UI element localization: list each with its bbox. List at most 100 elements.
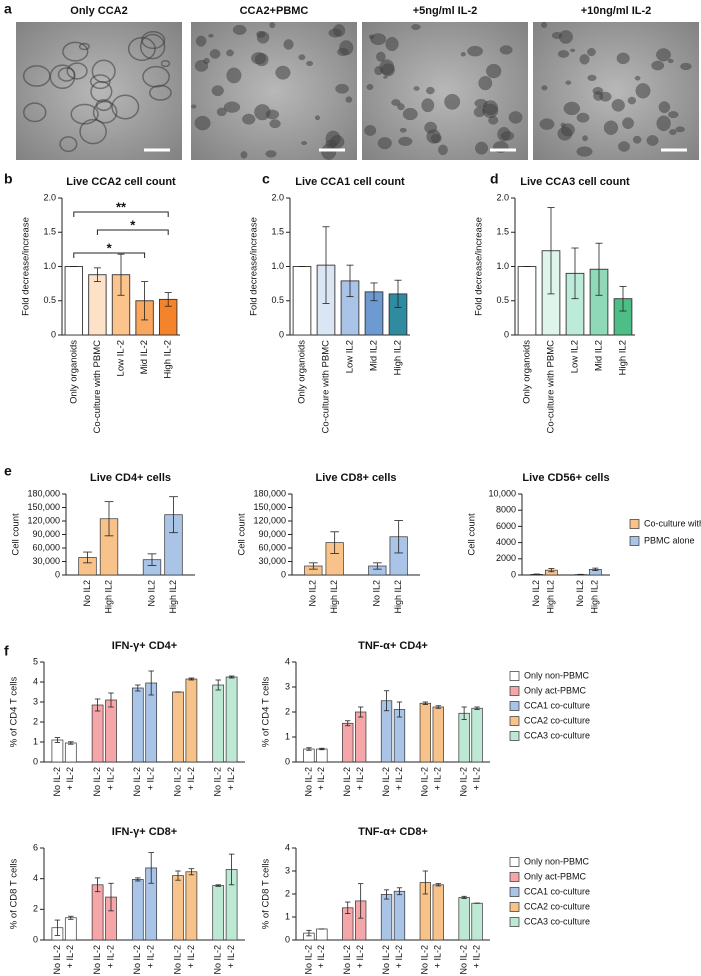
y-tick-label: 60,000: [32, 542, 60, 552]
y-tick-label: 6: [33, 842, 38, 852]
chart-title: Live CCA1 cell count: [295, 176, 405, 188]
cell-blob: [411, 24, 421, 30]
cell-blob: [557, 50, 570, 58]
error-bar: [461, 706, 467, 720]
cell-blob: [226, 49, 234, 57]
cell-blob: [301, 141, 308, 146]
x-tick-label: + IL-2: [146, 945, 156, 968]
x-tick-label: High IL2: [393, 580, 403, 614]
error-bar: [83, 551, 92, 564]
chart-title: Live CCA2 cell count: [66, 176, 176, 188]
y-tick-label: 0: [281, 569, 286, 579]
cell-blob: [232, 24, 247, 35]
y-tick-label: 1.0: [496, 261, 509, 271]
error-bar: [461, 895, 467, 899]
cell-blob: [383, 75, 388, 79]
y-tick-label: 4: [33, 676, 38, 686]
cell-blob: [368, 34, 375, 40]
error-bar: [322, 226, 330, 304]
x-tick-label: Mid IL-2: [139, 340, 150, 374]
cell-blob: [500, 131, 515, 141]
cell-blob: [370, 33, 387, 46]
error-bar: [372, 562, 382, 570]
error-bar: [306, 929, 312, 937]
y-tick-label: 0.5: [43, 295, 56, 305]
x-tick-label: No IL-2: [459, 767, 469, 797]
cell-blob: [576, 112, 590, 123]
x-tick-label: No IL-2: [52, 767, 62, 797]
x-tick-label: + IL-2: [226, 767, 236, 790]
cell-blob: [616, 52, 630, 65]
cell-blob: [622, 117, 634, 130]
cell-blob: [444, 93, 461, 110]
x-tick-label: No IL2: [372, 580, 382, 607]
cell-blob: [402, 107, 418, 121]
x-tick-label: High IL2: [329, 580, 339, 614]
legend-label: CCA2 co-culture: [524, 715, 590, 725]
y-tick-label: 4: [33, 873, 38, 883]
bar: [185, 678, 198, 763]
cell-blob: [298, 54, 306, 61]
cell-blob: [539, 118, 555, 130]
error-bar: [396, 701, 403, 718]
cell-blob: [314, 115, 321, 121]
error-bar: [571, 247, 579, 300]
micrograph: [533, 22, 699, 160]
cell-blob: [399, 127, 407, 133]
cell-blob: [62, 41, 89, 62]
cell-blob: [499, 45, 513, 55]
bar: [355, 711, 367, 763]
cell-blob: [587, 74, 597, 81]
error-bar: [68, 741, 74, 745]
cell-blob: [656, 115, 671, 132]
legend-swatch: [509, 887, 520, 897]
x-tick-label: + IL-2: [394, 767, 404, 790]
error-bar: [164, 292, 172, 307]
y-tick-label: 2: [33, 716, 38, 726]
bar: [212, 885, 225, 941]
x-tick-label: + IL-2: [433, 767, 443, 790]
bar: [471, 902, 483, 941]
bar: [131, 879, 144, 941]
x-tick-label: Mid IL2: [594, 340, 605, 371]
error-bar: [148, 670, 154, 696]
panel-label: c: [262, 171, 270, 187]
bar: [64, 742, 77, 763]
chart-title: Live CD4+ cells: [90, 472, 171, 484]
cell-blob: [551, 32, 563, 39]
cell-blob: [563, 101, 581, 116]
y-tick-label: 150,000: [253, 502, 286, 512]
y-tick-label: 30,000: [258, 556, 286, 566]
image-title: Only CCA2: [70, 5, 127, 17]
y-tick-label: 3: [33, 696, 38, 706]
error-bar: [108, 882, 114, 912]
x-tick-label: Low IL2: [570, 340, 581, 373]
x-tick-label: + IL-2: [355, 767, 365, 790]
error-bar: [228, 675, 235, 679]
cell-blob: [240, 151, 248, 159]
bar: [292, 266, 312, 336]
x-tick-label: No IL-2: [132, 945, 142, 975]
error-bar: [319, 747, 325, 751]
y-tick-label: 2000: [496, 553, 516, 563]
cell-blob: [335, 83, 349, 94]
x-tick-label: No IL-2: [381, 767, 391, 797]
y-tick-label: 4: [285, 656, 290, 666]
error-bar: [435, 883, 441, 887]
error-bar: [108, 692, 114, 708]
legend-label: Co-culture with PBMC: [644, 518, 701, 528]
cell-blob: [627, 96, 637, 105]
x-tick-label: Co-culture with PBMC: [92, 340, 103, 434]
x-tick-label: Low IL2: [345, 340, 356, 373]
error-bar: [547, 207, 555, 295]
cell-blob: [561, 123, 575, 137]
x-tick-label: High IL2: [168, 580, 178, 614]
x-tick-label: + IL-2: [146, 767, 156, 790]
cell-blob: [460, 52, 466, 57]
y-axis-label: % of CD8 T cells: [9, 859, 20, 930]
y-tick-label: 0.5: [271, 295, 284, 305]
x-tick-label: No IL-2: [92, 945, 102, 975]
y-tick-label: 1.0: [43, 261, 56, 271]
cell-blob: [508, 111, 523, 124]
significance-label: **: [116, 199, 127, 214]
